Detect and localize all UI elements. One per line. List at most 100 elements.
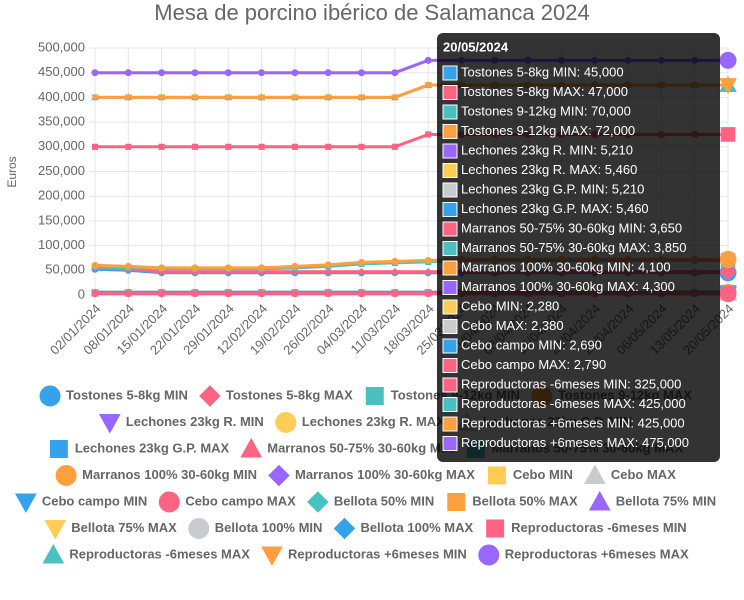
marker	[324, 261, 332, 269]
marker	[14, 493, 37, 514]
marker	[188, 518, 210, 539]
tooltip-item: Cebo campo MIN: 2,690	[461, 337, 602, 352]
tooltip-item: Marranos 100% 30-60kg MAX: 4,300	[461, 279, 675, 294]
marker	[391, 143, 398, 150]
legend-label: Cebo MIN	[513, 467, 573, 482]
marker	[365, 387, 384, 405]
marker	[261, 546, 283, 567]
marker	[124, 262, 132, 270]
marker	[91, 143, 99, 150]
marker	[91, 290, 99, 298]
legend-label: Marranos 100% 30-60kg MAX	[295, 467, 475, 482]
marker	[124, 290, 132, 298]
legend-label: Reproductoras -6meses MIN	[511, 520, 687, 535]
marker	[224, 264, 232, 272]
tooltip-box	[437, 33, 720, 462]
marker	[424, 256, 432, 264]
legend-item: Reproductoras -6meses MAX	[42, 543, 250, 564]
marker	[719, 250, 737, 268]
marker	[224, 94, 233, 102]
legend-label: Marranos 100% 30-60kg MIN	[82, 467, 257, 482]
marker	[55, 465, 77, 486]
y-tick-label: 0	[78, 286, 85, 301]
legend-label: Lechones 23kg R. MAX	[302, 414, 445, 429]
marker	[324, 290, 332, 298]
marker	[191, 69, 199, 77]
tooltip-swatch	[442, 299, 458, 315]
marker	[158, 143, 165, 150]
y-tick-label: 100,000	[38, 237, 85, 252]
legend-label: Bellota 100% MIN	[215, 520, 323, 535]
marker	[258, 264, 266, 272]
marker	[358, 258, 366, 266]
marker	[358, 69, 366, 77]
legend-label: Lechones 23kg R. MIN	[126, 414, 264, 429]
marker	[158, 264, 166, 272]
marker	[124, 94, 133, 102]
marker	[291, 143, 298, 150]
marker	[191, 264, 199, 272]
marker	[325, 143, 332, 150]
legend-label: Bellota 75% MIN	[616, 493, 716, 508]
legend-item: Bellota 100% MAX	[333, 517, 473, 540]
legend-label: Reproductoras +6meses MIN	[288, 546, 467, 561]
tooltip-swatch	[442, 163, 458, 178]
marker	[125, 143, 132, 150]
legend-item: Bellota 100% MIN	[188, 518, 323, 539]
y-tick-label: 250,000	[38, 163, 85, 178]
tooltip-item: Cebo MAX: 2,380	[461, 318, 564, 333]
y-tick-label: 150,000	[38, 212, 85, 227]
tooltip: 20/05/2024 Tostones 5-8kg MIN: 45,000 Tost…	[437, 33, 720, 462]
marker	[391, 268, 399, 276]
marker	[588, 490, 611, 511]
marker	[258, 290, 266, 298]
legend-label: Reproductoras +6meses MAX	[505, 546, 689, 561]
marker	[191, 143, 198, 150]
tooltip-swatch	[442, 104, 458, 120]
marker	[719, 78, 737, 95]
tooltip-swatch	[442, 182, 458, 198]
marker	[257, 94, 266, 102]
marker	[478, 544, 500, 566]
marker	[224, 69, 232, 77]
tooltip-swatch	[442, 143, 458, 159]
marker	[425, 131, 432, 138]
marker	[191, 94, 199, 102]
tooltip-swatch	[442, 377, 458, 393]
tooltip-item: Cebo MIN: 2,280	[461, 298, 559, 313]
marker	[391, 290, 399, 298]
tooltip-swatch	[442, 85, 458, 100]
marker	[42, 543, 65, 564]
legend-label: Tostones 5-8kg MAX	[226, 387, 353, 402]
tooltip-item: Reproductoras +6meses MAX: 475,000	[461, 435, 689, 450]
marker	[268, 464, 290, 487]
marker	[333, 517, 356, 540]
legend-item: Bellota 50% MAX	[447, 493, 578, 511]
tooltip-item: Tostones 9-12kg MAX: 72,000	[461, 123, 635, 138]
legend-label: Lechones 23kg G.P. MAX	[75, 440, 230, 455]
marker	[358, 290, 366, 298]
legend-item: Marranos 50-75% 30-60kg MIN	[240, 437, 454, 458]
tooltip-item: Lechones 23kg R. MAX: 5,460	[461, 162, 637, 177]
tooltip-item: Marranos 100% 30-60kg MIN: 4,100	[461, 259, 671, 274]
y-tick-label: 200,000	[38, 188, 85, 203]
lines	[91, 51, 737, 303]
tooltip-swatch	[442, 319, 458, 334]
tooltip-item: Tostones 5-8kg MIN: 45,000	[461, 64, 624, 79]
y-tick-label: 350,000	[38, 114, 85, 129]
chart-title: Mesa de porcino ibérico de Salamanca 202…	[154, 0, 589, 25]
tooltip-item: Marranos 50-75% 30-60kg MAX: 3,850	[461, 240, 686, 255]
tooltip-swatch	[442, 397, 458, 412]
marker	[447, 493, 466, 511]
marker	[225, 143, 232, 150]
marker	[719, 51, 737, 69]
marker	[240, 437, 263, 458]
y-axis-label: Euros	[5, 156, 19, 187]
marker	[391, 257, 399, 265]
marker	[424, 56, 432, 64]
tooltip-swatch	[442, 65, 458, 81]
marker	[584, 464, 606, 484]
marker	[158, 69, 166, 77]
legend-label: Bellota 50% MAX	[472, 493, 578, 508]
tooltip-item: Reproductoras -6meses MAX: 425,000	[461, 396, 686, 411]
